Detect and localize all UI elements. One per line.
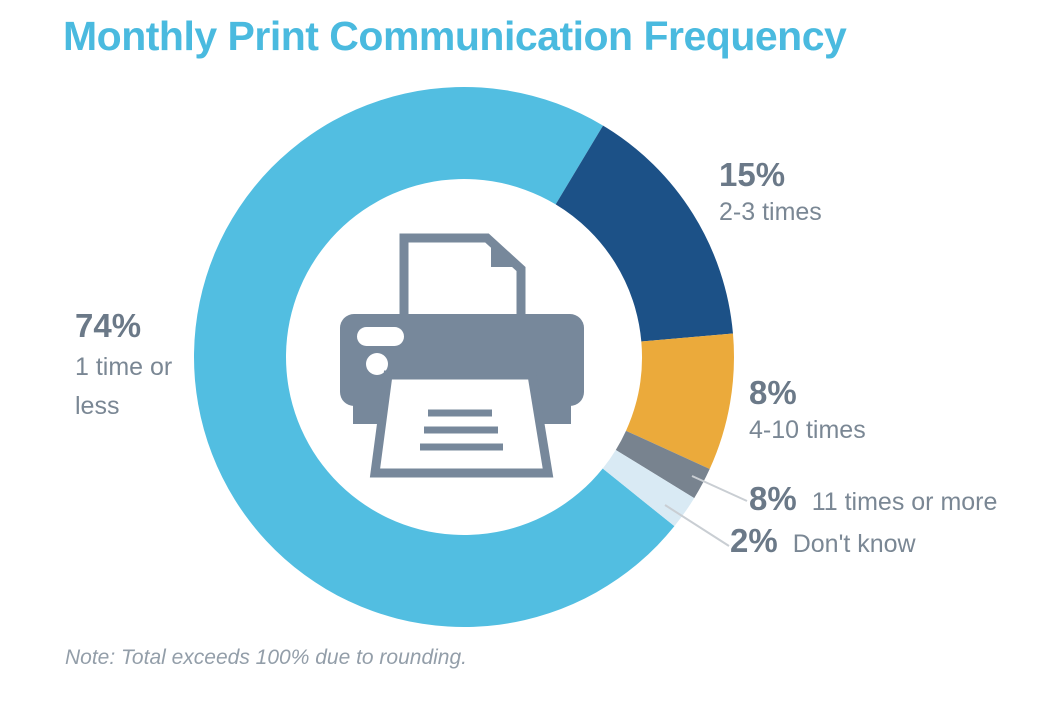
printer-indicator-pill: [357, 327, 404, 346]
callout-pct-8a: 8%: [749, 374, 797, 411]
callout-label-line2: less: [75, 392, 120, 420]
printer-paper-fold-corner: [491, 244, 515, 267]
callout-pct-8b: 8%: [749, 480, 797, 517]
printer-indicator-button: [366, 353, 388, 375]
printer-paper-output: [369, 370, 554, 478]
footnote: Note: Total exceeds 100% due to rounding…: [65, 646, 468, 669]
donut-slice-2-3-times: [555, 125, 733, 342]
donut-slice-dont-know: [602, 450, 695, 527]
donut-slices: [193, 86, 735, 628]
callout-label-4-10-times: 4-10 times: [749, 416, 866, 444]
callout-4-10-times: 8% 4-10 times: [749, 376, 866, 448]
callout-label-11-times-or-more: 11 times or more: [811, 488, 998, 516]
callout-1-time-or-less: 74% 1 time or less: [75, 309, 172, 424]
donut-slice-1-time-or-less: [193, 86, 675, 628]
callout-dont-know: 2% Don't know: [730, 524, 916, 557]
callout-11-times-or-more: 8% 11 times or more: [749, 482, 997, 515]
printer-foot-right: [538, 404, 571, 424]
callout-2-3-times: 15% 2-3 times: [719, 158, 822, 230]
donut-slice-11-times-or-more: [615, 430, 710, 499]
chart-title: Monthly Print Communication Frequency: [63, 13, 847, 59]
leader-line-11-times-or-more: [691, 475, 748, 502]
printer-icon: [340, 233, 584, 478]
callout-label-2-3-times: 2-3 times: [719, 198, 822, 226]
printer-paper-top: [399, 233, 526, 318]
leader-line-dont-know: [664, 504, 730, 547]
donut-slice-4-10-times: [625, 333, 735, 469]
callout-label-line1: 1 time or: [75, 353, 173, 381]
callout-pct-15: 15%: [719, 156, 786, 193]
callout-pct-74: 74%: [75, 307, 142, 344]
callout-pct-2: 2%: [730, 522, 778, 559]
callout-label-dont-know: Don't know: [792, 530, 916, 558]
printer-paper-text-lines: [420, 409, 503, 451]
